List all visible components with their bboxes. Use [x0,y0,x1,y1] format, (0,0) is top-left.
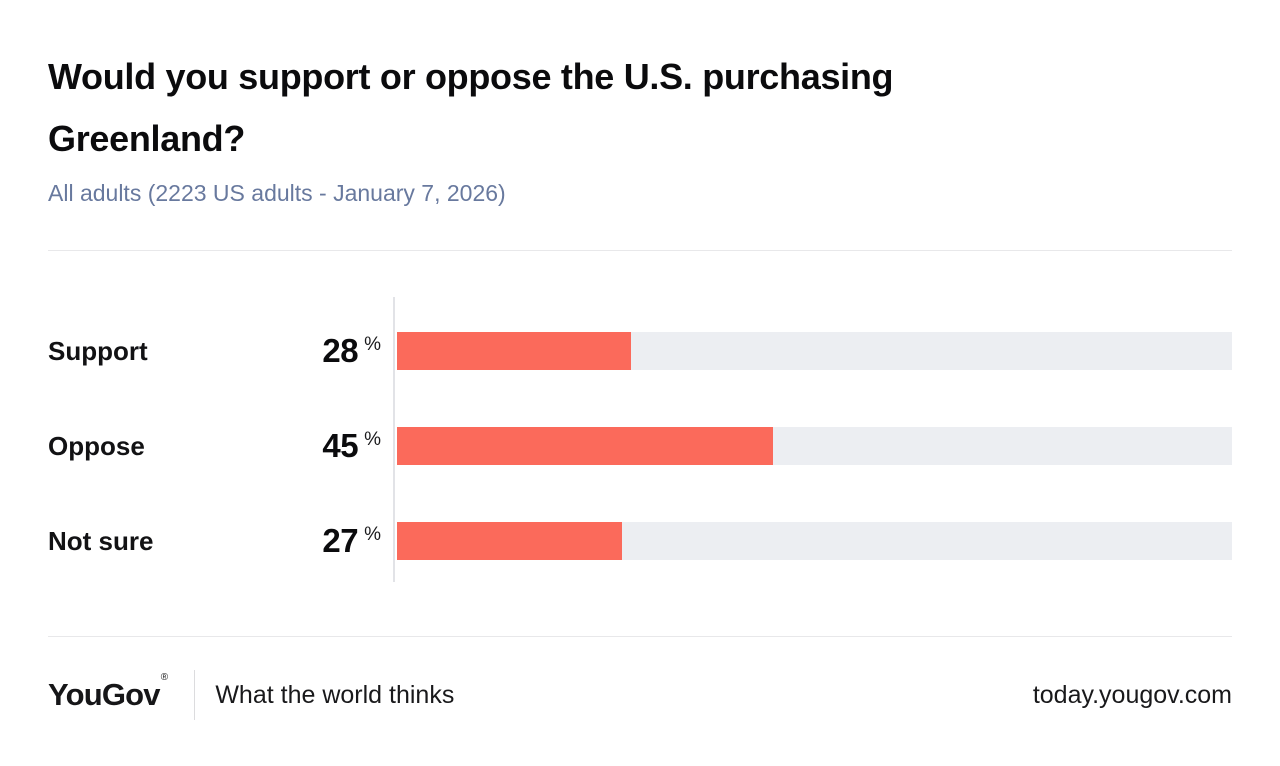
bar-value-number: 28 [322,332,359,369]
yougov-logo: YouGov® [48,672,168,713]
bar-track [397,332,1232,370]
percent-sign: % [364,429,381,450]
bar-row-not-sure: Not sure 27 % [48,522,1232,560]
bar-value: 27 % [263,524,381,558]
footer-vertical-divider [194,670,196,720]
bar-fill [397,427,773,465]
bar-fill [397,332,631,370]
registered-trademark-icon: ® [160,671,168,683]
top-divider [48,250,1232,251]
percent-sign: % [364,524,381,545]
bar-row-oppose: Oppose 45 % [48,427,1232,465]
footer-tagline: What the world thinks [215,680,455,709]
footer: YouGov® What the world thinks today.youg… [48,670,1232,720]
sample-subtitle: All adults (2223 US adults - January 7, … [48,180,506,206]
bar-fill [397,522,623,560]
bar-track [397,427,1232,465]
bar-label: Not sure [48,525,154,556]
bar-chart: Support 28 % Oppose 45 % Not sure 27 [48,297,1232,582]
chart-axis-line [393,297,395,582]
yougov-logo-text: YouGov [48,677,161,712]
bar-label: Support [48,335,148,366]
bar-track [397,522,1232,560]
percent-sign: % [364,334,381,355]
footer-divider [48,636,1232,637]
bar-value: 28 % [263,334,381,368]
poll-chart-page: Would you support or oppose the U.S. pur… [0,46,1280,766]
bar-label: Oppose [48,430,145,461]
bar-value-number: 45 [322,427,359,464]
bar-value-number: 27 [322,522,359,559]
bar-value: 45 % [263,429,381,463]
page-title: Would you support or oppose the U.S. pur… [48,56,894,159]
footer-site-url: today.yougov.com [1032,680,1232,709]
bar-row-support: Support 28 % [48,332,1232,370]
